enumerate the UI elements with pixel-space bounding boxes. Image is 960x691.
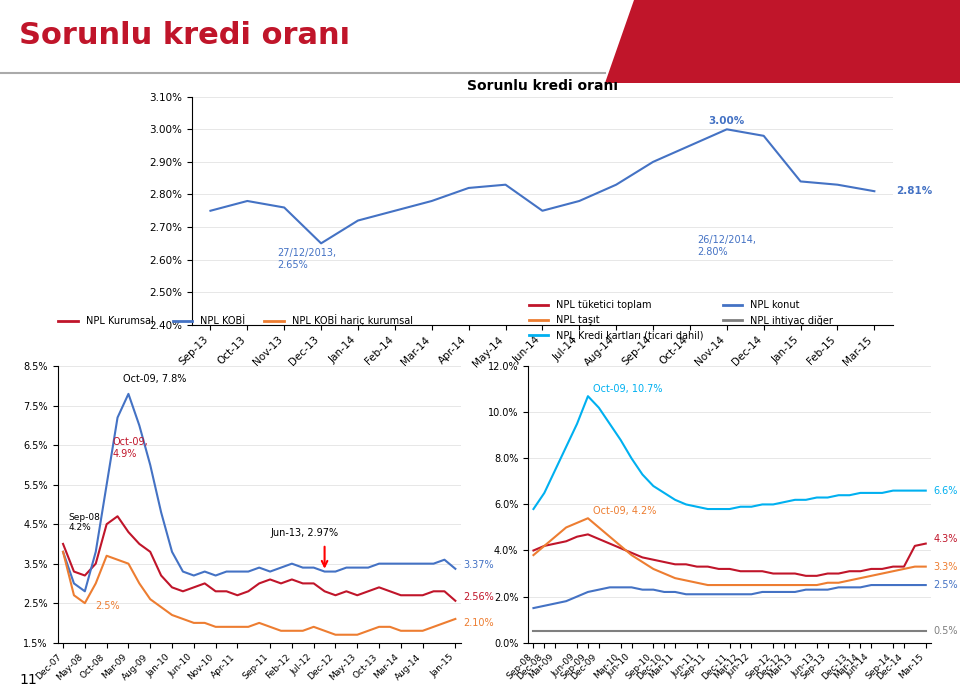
Text: 3.00%: 3.00% [708,116,745,126]
Text: Oct-09, 10.7%: Oct-09, 10.7% [593,384,663,394]
Legend: NPL Kurumsal, NPL KOBİ, NPL KOBİ hariç kurumsal: NPL Kurumsal, NPL KOBİ, NPL KOBİ hariç k… [55,310,417,330]
Text: 4.3%: 4.3% [933,534,958,544]
Text: Oct-09,
4.9%: Oct-09, 4.9% [112,437,148,459]
Polygon shape [605,0,960,83]
Text: 3.3%: 3.3% [933,562,958,571]
Text: 2.81%: 2.81% [897,186,933,196]
Text: Oct-09, 7.8%: Oct-09, 7.8% [123,374,186,384]
Text: 2.5%: 2.5% [96,601,120,611]
Text: 27/12/2013,
2.65%: 27/12/2013, 2.65% [276,248,336,269]
Text: 6.6%: 6.6% [933,486,958,495]
Title: Sorunlu kredi oranı: Sorunlu kredi oranı [467,79,618,93]
Text: 2.10%: 2.10% [463,618,493,628]
Text: Oct-09, 4.2%: Oct-09, 4.2% [593,506,657,515]
Text: 2.5%: 2.5% [933,580,958,590]
Text: 26/12/2014,
2.80%: 26/12/2014, 2.80% [697,235,756,257]
Text: 2.56%: 2.56% [463,591,493,602]
Text: 0.5%: 0.5% [933,626,958,636]
Text: Sep-08
4.2%: Sep-08 4.2% [68,513,101,532]
Text: Sorunlu kredi oranı: Sorunlu kredi oranı [19,21,350,50]
Text: 3.37%: 3.37% [463,560,493,570]
Text: Jun-13, 2.97%: Jun-13, 2.97% [270,528,338,538]
Legend: NPL tüketici toplam, NPL taşıt, NPL Kredi kartları (ticari dahil), NPL konut, NP: NPL tüketici toplam, NPL taşıt, NPL Kred… [525,296,837,344]
Text: 11: 11 [19,673,36,687]
